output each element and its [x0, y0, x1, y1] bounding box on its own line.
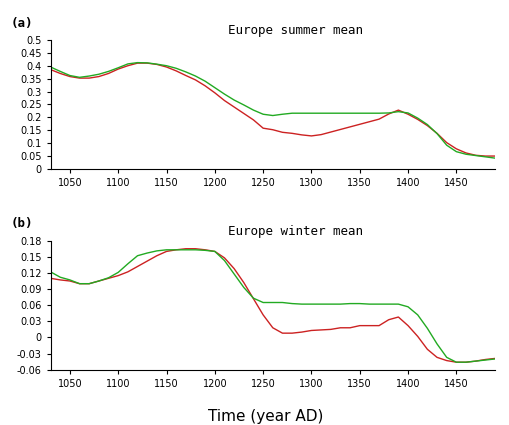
Text: (a): (a): [11, 17, 33, 30]
Text: (b): (b): [11, 217, 33, 230]
Text: Time (year AD): Time (year AD): [207, 409, 322, 424]
Title:       Europe summer mean: Europe summer mean: [182, 24, 362, 37]
Title:       Europe winter mean: Europe winter mean: [182, 225, 362, 238]
